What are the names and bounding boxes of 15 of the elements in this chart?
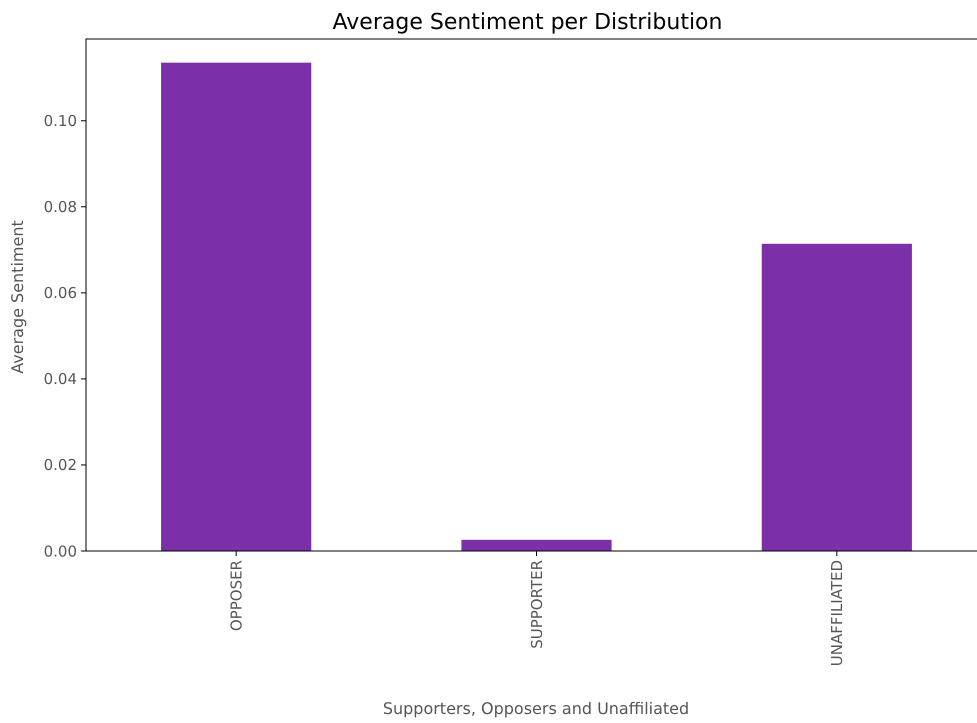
y-tick-label: 0.08 <box>44 198 77 216</box>
y-tick-label: 0.02 <box>44 456 77 474</box>
chart-title: Average Sentiment per Distribution <box>332 10 722 35</box>
x-tick-label: OPPOSER <box>227 560 246 632</box>
y-tick-label: 0.10 <box>44 112 77 130</box>
x-tick-label: SUPPORTER <box>528 560 546 649</box>
bar <box>161 62 312 551</box>
y-tick-label: 0.06 <box>44 284 77 302</box>
bar <box>461 540 612 551</box>
y-tick-label: 0.04 <box>44 370 77 388</box>
bar <box>762 244 912 551</box>
x-axis-title: Supporters, Opposers and Unaffiliated <box>382 699 690 718</box>
y-tick-label: 0.00 <box>44 542 77 560</box>
x-tick-label: UNAFFILIATED <box>828 560 846 666</box>
y-axis-title: Average Sentiment <box>8 220 27 374</box>
